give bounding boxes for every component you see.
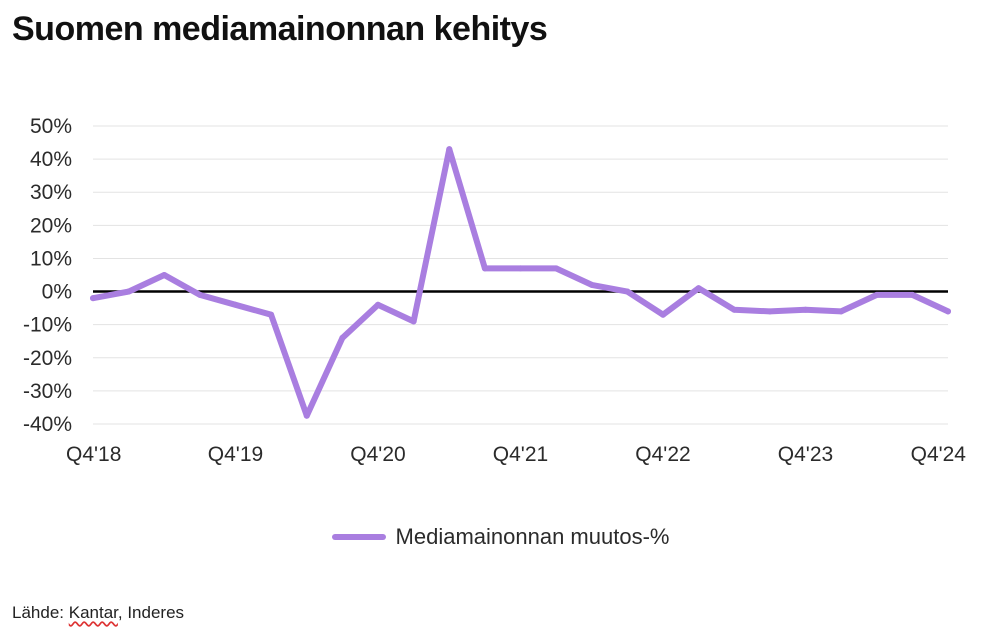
data-point (446, 146, 453, 153)
data-point (481, 265, 488, 272)
data-point (588, 281, 595, 288)
data-point (410, 318, 417, 325)
data-point (660, 311, 666, 318)
data-point (375, 301, 381, 308)
x-tick-label: Q4'18 (66, 443, 121, 466)
x-tick-label: Q4'19 (208, 443, 263, 466)
data-point (232, 301, 239, 308)
source-note: Lähde: Kantar, Inderes (12, 603, 184, 623)
x-tick-label: Q4'21 (493, 443, 548, 466)
y-tick-label: -10% (23, 314, 72, 337)
y-tick-label: 0% (42, 281, 72, 304)
data-point (695, 285, 702, 292)
y-tick-label: -20% (23, 347, 72, 370)
y-tick-label: -40% (23, 413, 72, 436)
legend-swatch (331, 534, 386, 540)
line-chart: -40%-30%-20%-10%0%10%20%30%40%50% Q4'18 Q… (23, 115, 966, 466)
legend-label: Mediamainonnan muutos-% (395, 524, 670, 549)
x-axis-tick-labels: Q4'18 Q4'19 Q4'20 Q4'21 Q4'22 Q4'23 Q4'24 (66, 443, 966, 466)
data-point (303, 412, 310, 419)
x-tick-label: Q4'22 (635, 443, 690, 466)
data-point (838, 308, 845, 315)
chart-title: Suomen mediamainonnan kehitys (12, 10, 548, 48)
data-point (624, 288, 631, 295)
data-point (125, 288, 132, 295)
x-tick-label: Q4'20 (350, 443, 405, 466)
data-point (196, 291, 203, 298)
data-point (90, 295, 96, 302)
legend: Mediamainonnan muutos-% (0, 524, 1001, 550)
data-point (802, 306, 809, 313)
source-rest: , Inderes (117, 603, 185, 622)
data-point (553, 265, 560, 272)
data-point (766, 308, 773, 315)
data-point (517, 265, 524, 272)
data-point (945, 308, 951, 315)
gridlines (93, 125, 948, 425)
y-tick-label: 40% (30, 148, 72, 171)
y-tick-label: 10% (30, 247, 72, 270)
source-kantar: Kantar (68, 603, 118, 622)
data-point (731, 306, 738, 313)
y-tick-label: -30% (23, 380, 72, 403)
data-point (909, 291, 916, 298)
y-tick-label: 20% (30, 214, 72, 237)
x-tick-label: Q4'23 (778, 443, 833, 466)
data-point (268, 311, 275, 318)
x-tick-label: Q4'24 (911, 443, 967, 466)
data-point (873, 291, 880, 298)
y-axis-tick-labels: -40% -30% -20% -10% 0% 10% 20% 30% 40% 50% (23, 115, 72, 436)
y-tick-label: 50% (30, 115, 72, 138)
data-point (339, 334, 346, 341)
series-points (90, 146, 951, 419)
y-tick-label: 30% (30, 181, 72, 204)
data-point (161, 272, 168, 278)
series-line-mediamainonnan (90, 146, 951, 419)
source-prefix: Lähde: (12, 603, 69, 622)
